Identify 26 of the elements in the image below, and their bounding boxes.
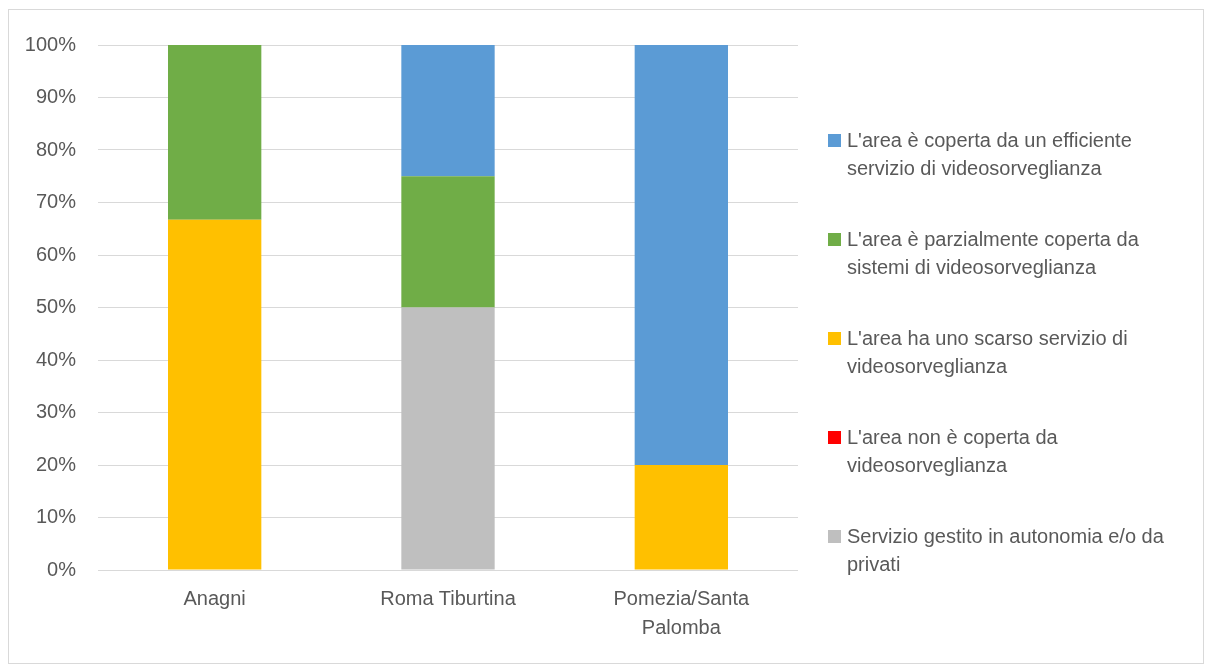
bar xyxy=(634,465,728,570)
x-tick-label: Anagni xyxy=(183,587,246,610)
y-tick-label: 60% xyxy=(35,242,77,265)
bar xyxy=(168,45,262,220)
y-tick-label: 0% xyxy=(47,557,77,580)
x-tick-label: Roma Tiburtina xyxy=(380,587,517,610)
y-tick-label: 30% xyxy=(35,400,77,423)
y-tick-label: 90% xyxy=(35,85,77,108)
y-tick-label: 50% xyxy=(35,295,77,318)
bar xyxy=(634,45,728,465)
y-tick-label: 70% xyxy=(35,190,77,213)
bar xyxy=(401,307,495,570)
y-tick-label: 20% xyxy=(35,452,77,475)
x-tick-label: Pomezia/Santa Palomba xyxy=(613,587,751,639)
bar xyxy=(401,176,495,308)
bar xyxy=(168,219,262,570)
y-tick-label: 80% xyxy=(35,137,77,160)
bar xyxy=(401,45,495,177)
y-tick-label: 40% xyxy=(35,347,77,370)
y-tick-label: 100% xyxy=(24,32,77,55)
legend-label: L'area è coperta da un efficiente servizio di videosorveglianza xyxy=(847,128,1133,181)
legend-label: L'area non è coperta da videosorveglianza xyxy=(847,425,1059,478)
legend-label: Servizio gestito in autonomia e/o da privati xyxy=(847,524,1165,577)
y-tick-label: 10% xyxy=(35,505,77,528)
legend-label: L'area ha uno scarso servizio di videosorveglianza xyxy=(847,326,1129,379)
legend-label: L'area è parzialmente coperta da sistemi di videosorveglianza xyxy=(847,227,1140,280)
